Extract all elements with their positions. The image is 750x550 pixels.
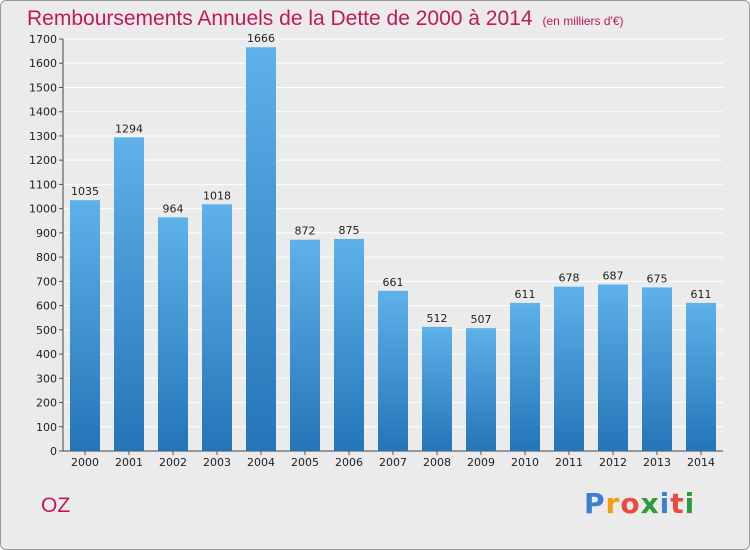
y-tick-label: 900	[36, 227, 57, 240]
y-tick-label: 1100	[29, 178, 57, 191]
y-tick-label: 100	[36, 421, 57, 434]
bar	[334, 238, 364, 451]
bar	[422, 326, 452, 451]
y-tick-label: 700	[36, 275, 57, 288]
x-tick-label: 2000	[71, 456, 99, 469]
x-tick-label: 2011	[555, 456, 583, 469]
y-tick-label: 0	[50, 445, 57, 458]
data-label: 687	[603, 270, 624, 283]
bar	[114, 137, 144, 451]
data-label: 964	[163, 202, 184, 215]
y-tick-label: 1700	[29, 33, 57, 46]
x-tick-label: 2014	[687, 456, 715, 469]
data-label: 507	[471, 313, 492, 326]
bar	[70, 200, 100, 451]
y-tick-label: 1300	[29, 130, 57, 143]
y-tick-label: 300	[36, 372, 57, 385]
x-tick-label: 2009	[467, 456, 495, 469]
y-tick-label: 1000	[29, 203, 57, 216]
logo-letter: t	[670, 487, 685, 520]
commune-name: OZ	[41, 494, 71, 517]
bar	[158, 217, 188, 451]
y-tick-label: 600	[36, 300, 57, 313]
x-tick-label: 2001	[115, 456, 143, 469]
data-label: 1035	[71, 185, 99, 198]
x-tick-label: 2004	[247, 456, 275, 469]
x-tick-label: 2013	[643, 456, 671, 469]
logo-letter: r	[605, 487, 621, 520]
x-tick-label: 2002	[159, 456, 187, 469]
y-tick-label: 1400	[29, 106, 57, 119]
bar	[598, 284, 628, 451]
logo-letter: i	[684, 487, 696, 520]
data-label: 611	[691, 288, 712, 301]
data-label: 678	[559, 272, 580, 285]
data-label: 1018	[203, 189, 231, 202]
x-tick-label: 2005	[291, 456, 319, 469]
chart-title-text: Remboursements Annuels de la Dette de 20…	[27, 7, 533, 30]
bar	[510, 302, 540, 451]
chart-subtitle: (en milliers d'€)	[542, 14, 624, 28]
proxiti-logo: Proxiti	[584, 487, 695, 520]
y-tick-label: 800	[36, 251, 57, 264]
y-tick-label: 200	[36, 397, 57, 410]
logo-letter: i	[659, 487, 671, 520]
y-tick-label: 1500	[29, 81, 57, 94]
bar	[642, 287, 672, 451]
x-tick-label: 2008	[423, 456, 451, 469]
data-label: 1294	[115, 122, 143, 135]
data-label: 611	[515, 288, 536, 301]
bar	[554, 286, 584, 451]
data-label: 875	[339, 224, 360, 237]
bar	[466, 328, 496, 451]
x-tick-label: 2006	[335, 456, 363, 469]
y-tick-label: 500	[36, 324, 57, 337]
data-label: 661	[383, 276, 404, 289]
bar	[686, 302, 716, 451]
bar	[378, 290, 408, 451]
data-label: 872	[295, 225, 316, 238]
logo-letter: P	[584, 487, 606, 520]
logo-letter: o	[620, 487, 641, 520]
bar	[290, 239, 320, 451]
x-tick-label: 2007	[379, 456, 407, 469]
bar	[246, 47, 276, 452]
data-label: 1666	[247, 32, 275, 45]
data-label: 512	[427, 312, 448, 325]
bar	[202, 204, 232, 451]
x-tick-label: 2010	[511, 456, 539, 469]
y-tick-label: 400	[36, 348, 57, 361]
logo-letter: x	[640, 487, 660, 520]
chart-title: Remboursements Annuels de la Dette de 20…	[27, 7, 624, 31]
y-tick-label: 1600	[29, 57, 57, 70]
x-tick-label: 2003	[203, 456, 231, 469]
x-tick-label: 2012	[599, 456, 627, 469]
y-tick-label: 1200	[29, 154, 57, 167]
data-label: 675	[647, 272, 668, 285]
